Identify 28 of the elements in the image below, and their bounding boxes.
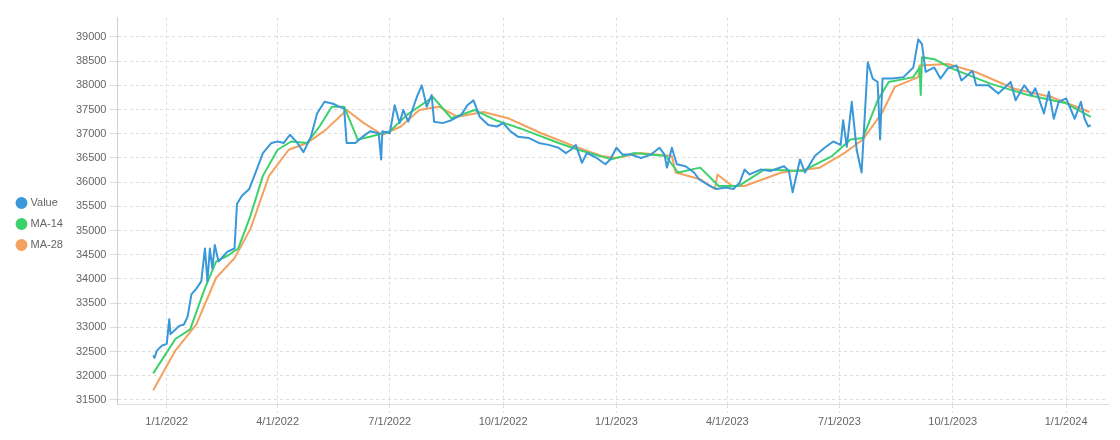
y-tick-label: 38500 bbox=[75, 54, 107, 67]
x-tick-label: 10/1/2023 bbox=[928, 415, 978, 428]
y-tick-label: 33000 bbox=[75, 320, 107, 333]
y-tick-label: 35500 bbox=[75, 199, 107, 212]
y-tick-label: 37000 bbox=[75, 126, 107, 139]
x-tick-label: 7/1/2022 bbox=[368, 415, 412, 428]
x-tick-label: 4/1/2023 bbox=[705, 415, 749, 428]
y-tick-label: 39000 bbox=[75, 29, 107, 42]
x-tick-label: 7/1/2023 bbox=[818, 415, 861, 428]
x-tick-label: 1/1/2024 bbox=[1044, 415, 1088, 428]
y-tick-label: 32000 bbox=[75, 368, 107, 381]
y-tick-label: 35000 bbox=[75, 223, 107, 236]
y-tick-label: 33500 bbox=[75, 296, 107, 309]
legend-label: Value bbox=[30, 196, 58, 209]
y-tick-label: 34000 bbox=[75, 271, 107, 284]
legend-label: MA-14 bbox=[30, 217, 63, 230]
y-tick-label: 38000 bbox=[75, 78, 107, 91]
legend-label: MA-28 bbox=[30, 238, 63, 251]
x-tick-label: 10/1/2022 bbox=[478, 415, 528, 428]
y-tick-label: 36000 bbox=[75, 175, 107, 188]
x-tick-label: 4/1/2022 bbox=[256, 415, 300, 428]
x-tick-label: 1/1/2023 bbox=[595, 415, 638, 428]
y-tick-label: 32500 bbox=[75, 344, 107, 357]
y-tick-label: 34500 bbox=[75, 247, 107, 260]
y-tick-label: 37500 bbox=[75, 102, 107, 115]
y-tick-label: 31500 bbox=[75, 392, 107, 405]
y-tick-label: 36500 bbox=[75, 150, 107, 163]
x-tick-label: 1/1/2022 bbox=[145, 415, 189, 428]
